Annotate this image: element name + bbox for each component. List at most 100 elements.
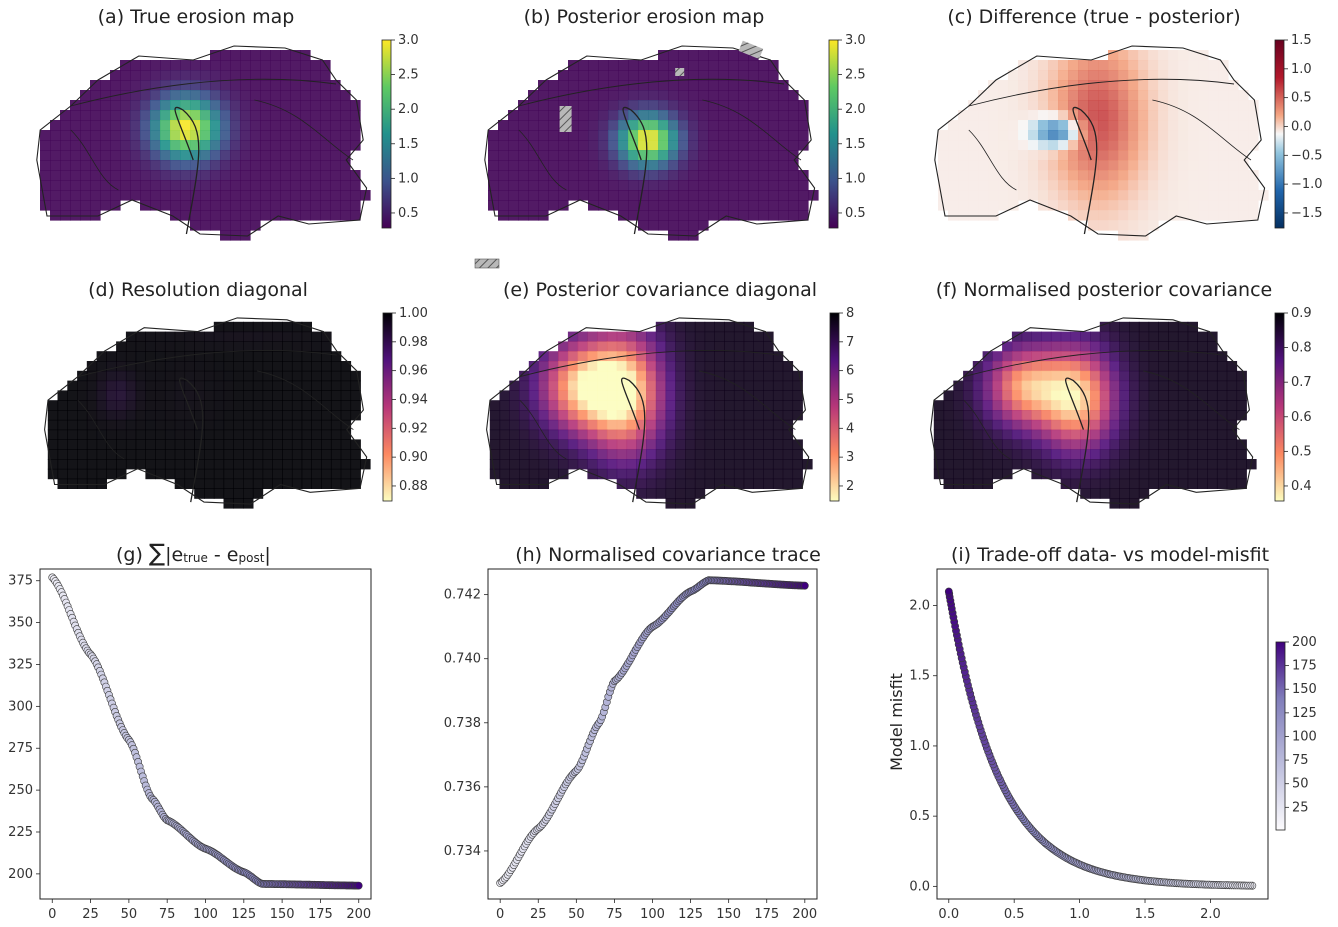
colorbar-tick-label: 8 [846,306,854,321]
map-b-ridge [518,78,785,107]
x-tick-label: 75 [159,907,176,922]
map-d-outline [44,317,368,505]
panel-i-ylabel: Model misfit [887,673,906,771]
colorbar-tick-label: 100 [1292,729,1317,744]
panel-i-title: (i) Trade-off data- vs model-misfit [951,544,1269,566]
y-tick-label: 1.5 [909,669,930,684]
map-d-ridge [77,350,337,378]
colorbar-tick-label: 75 [1292,753,1309,768]
map-d-colorbar: 0.88 0.90 0.92 0.94 0.96 0.98 1.00 [382,306,428,502]
map-e-creek [519,399,567,460]
map-a-tributary [254,99,354,161]
colorbar-tick-label: 1.0 [398,171,419,186]
colorbar-tick-label: 125 [1292,706,1317,721]
panel-d-title: (d) Resolution diagonal [88,279,308,301]
map-b-tributary [702,99,802,161]
x-tick-label: 175 [754,907,779,922]
colorbar-bar [1274,312,1285,502]
hatch-legend-swatch [474,258,500,269]
colorbar-bar [1275,641,1286,831]
map-a-ridge [70,78,337,107]
colorbar-bar [1274,39,1285,229]
scatter-panel-i: 0.0 0.5 1.0 1.5 2.0 0.0 0.5 1.0 1.5 2.0 25 50 75 100 1… [909,568,1317,922]
colorbar-tick-label: 0.94 [399,392,428,407]
colorbar-bar [382,312,393,502]
map-f-channel [1065,377,1090,503]
colorbar-tick-label: 2.0 [845,102,866,117]
panel-b-title: (b) Posterior erosion map [524,6,765,28]
y-tick-label: 0.0 [909,879,930,894]
map-a-raster [40,50,371,241]
y-tick-label: 2.0 [909,599,930,614]
scatter-points [48,573,363,890]
x-tick-label: 0 [496,907,504,922]
hatched-region [675,68,685,76]
colorbar-tick-label: 3.0 [845,33,866,48]
colorbar-tick-label: 2.0 [398,102,419,117]
map-c-raster [938,50,1269,241]
colorbar-bar [381,39,392,229]
map-d-tributary [257,370,354,430]
map-c-channel [1072,106,1098,235]
colorbar-tick-label: 200 [1292,635,1317,650]
x-tick-label: 50 [121,907,138,922]
map-e-outline [486,317,810,505]
colorbar-tick-label: −1.5 [1291,206,1323,221]
panel-g-title: (g) ∑|etrue - epost| [116,539,271,567]
colorbar-tick-label: 6 [846,364,854,379]
colorbar-tick-label: 0.98 [399,335,428,350]
colorbar-tick-label: 1.00 [399,306,428,321]
iteration-colorbar: 25 50 75 100 125 150 175 200 [1275,635,1317,831]
x-tick-label: 0 [48,907,56,922]
x-tick-label: 100 [640,907,665,922]
colorbar-tick-label: 0.5 [1291,444,1312,459]
x-tick-label: 0.0 [938,907,959,922]
map-a: 0.5 1.0 1.5 2.0 2.5 3.0 [36,33,419,241]
map-c-ridge [968,78,1235,107]
colorbar-tick-label: 0.88 [399,479,428,494]
colorbar-bar [828,39,839,229]
x-tick-label: 0.5 [1004,907,1025,922]
colorbar-tick-label: 2.5 [845,68,866,83]
hatched-region [559,106,572,132]
map-a-creek [70,129,119,191]
colorbar-tick-label: 50 [1292,777,1309,792]
colorbar-tick-label: 1.0 [1291,62,1312,77]
map-b-colorbar: 0.5 1.0 1.5 2.0 2.5 3.0 [828,33,866,229]
map-a-channel [174,106,200,235]
colorbar-tick-label: 0.92 [399,421,428,436]
map-b: 0.5 1.0 1.5 2.0 2.5 3.0 [484,33,866,241]
map-d-channel [179,377,204,503]
y-tick-label: 300 [8,699,33,714]
map-f-outline [930,317,1254,505]
colorbar-tick-label: 0.96 [399,364,428,379]
map-e-raster [489,321,813,509]
map-d-creek [77,399,125,460]
colorbar-bar [829,312,840,502]
colorbar-tick-label: 150 [1292,682,1317,697]
hatched-region [738,40,764,60]
colorbar-tick-label: 1.5 [1291,33,1312,48]
colorbar-tick-label: 1.5 [845,137,866,152]
y-tick-label: 325 [8,657,33,672]
data-point [354,881,363,890]
panel-e-title: (e) Posterior covariance diagonal [503,279,817,301]
map-c-colorbar: −1.5 −1.0 −0.5 0.0 0.5 1.0 1.5 [1274,33,1323,229]
y-tick-label: 200 [8,867,33,882]
map-e-colorbar: 2 3 4 5 6 7 8 [829,306,854,502]
map-f: 0.4 0.5 0.6 0.7 0.8 0.9 [930,306,1312,509]
x-tick-label: 2.0 [1200,907,1221,922]
y-tick-label: 225 [8,825,33,840]
colorbar-tick-label: 0.0 [1291,119,1312,134]
colorbar-tick-label: 0.9 [1291,306,1312,321]
map-c-creek [968,129,1017,191]
colorbar-tick-label: 1.5 [398,137,419,152]
y-tick-label: 0.5 [909,809,930,824]
x-tick-label: 25 [530,907,547,922]
x-tick-label: 150 [270,907,295,922]
map-b-outline [484,45,816,237]
y-tick-label: 0.736 [444,780,481,795]
map-b-raster [488,50,819,241]
map-f-ridge [963,350,1223,378]
